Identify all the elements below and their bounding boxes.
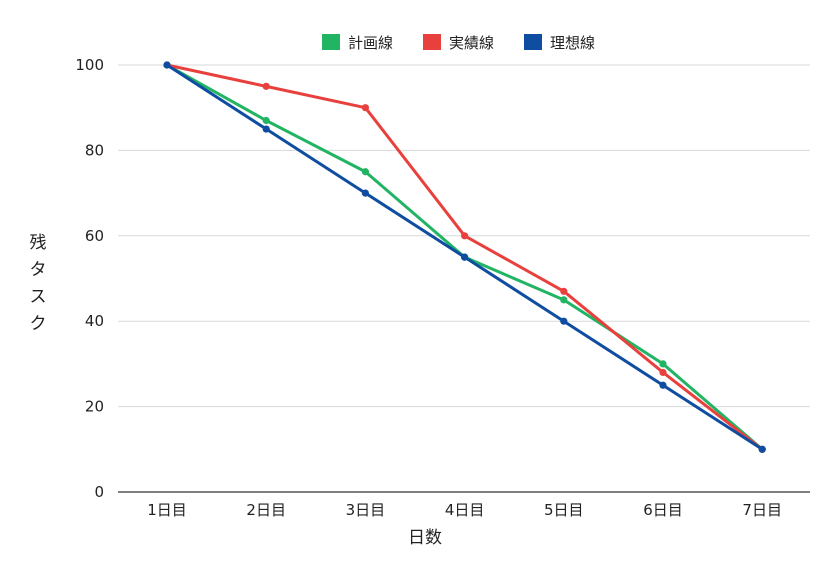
legend-swatch xyxy=(423,34,441,50)
y-tick-label: 0 xyxy=(94,483,104,501)
data-point xyxy=(262,82,270,90)
x-tick-label: 7日目 xyxy=(742,501,782,519)
y-tick-label: 20 xyxy=(85,398,104,416)
legend-item[interactable]: 実績線 xyxy=(423,34,494,52)
data-point xyxy=(461,232,469,240)
y-tick-label: 40 xyxy=(85,312,104,330)
axes: 日数 残タスク 0 20 40 60 80 100 1日目 2日目 3日目 4日目 5日目 6日目 7日… xyxy=(30,56,782,548)
series-3 xyxy=(163,61,766,453)
legend[interactable]: 計画線 実績線 理想線 xyxy=(322,34,595,52)
data-point xyxy=(659,368,667,377)
data-point xyxy=(163,61,171,69)
y-axis-title: 残タスク xyxy=(30,233,47,334)
x-tick-label: 5日目 xyxy=(544,501,584,519)
data-point xyxy=(659,360,667,368)
series-lines xyxy=(163,61,766,453)
legend-swatch xyxy=(524,34,542,50)
data-point xyxy=(560,317,568,325)
data-point xyxy=(560,287,568,295)
x-tick-label: 1日目 xyxy=(147,501,187,519)
y-tick-label: 60 xyxy=(85,227,104,245)
gridlines xyxy=(118,64,810,493)
x-tick-label: 2日目 xyxy=(246,501,286,519)
x-tick-label: 6日目 xyxy=(643,501,683,519)
data-point xyxy=(361,104,369,112)
data-point xyxy=(361,168,369,176)
legend-label: 実績線 xyxy=(449,34,494,52)
x-axis-title: 日数 xyxy=(408,528,442,548)
y-tick-label: 80 xyxy=(85,141,104,159)
legend-swatch xyxy=(322,34,340,50)
data-point xyxy=(262,125,270,133)
legend-label: 計画線 xyxy=(348,34,393,52)
data-point xyxy=(659,381,667,389)
legend-label: 理想線 xyxy=(550,34,595,52)
data-point xyxy=(560,296,568,304)
x-tick-label: 4日目 xyxy=(445,501,485,519)
data-point xyxy=(758,445,766,453)
legend-item[interactable]: 計画線 xyxy=(322,34,393,52)
legend-item[interactable]: 理想線 xyxy=(524,34,595,52)
data-point xyxy=(361,189,369,197)
data-point xyxy=(262,116,270,125)
data-point xyxy=(461,253,469,261)
x-tick-label: 3日目 xyxy=(346,501,386,519)
y-tick-label: 100 xyxy=(75,56,104,74)
